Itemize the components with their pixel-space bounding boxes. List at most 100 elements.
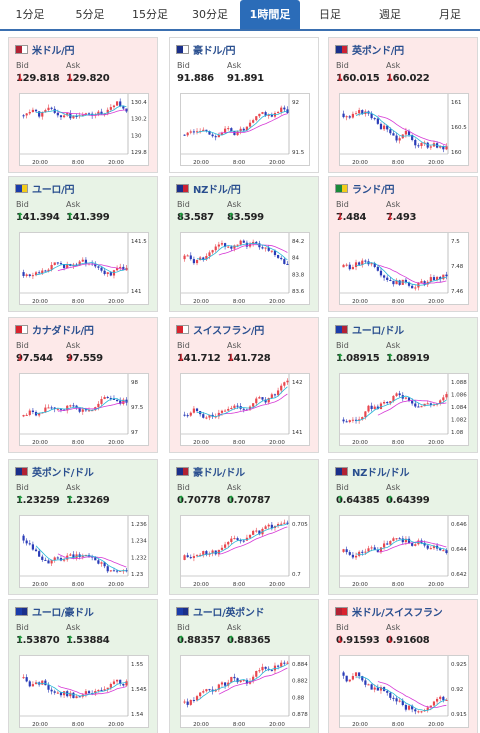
mini-chart[interactable]: 98 97.5 97 20:00 8:00 20:00: [19, 373, 149, 446]
pair-card[interactable]: ユーロ/英ポンド Bid Ask ↑ 0.88357 ↑ 0.88365 0.884…: [169, 599, 319, 733]
tab-6[interactable]: 週足: [379, 8, 401, 21]
mini-chart[interactable]: 92 91.5 20:00 8:00 20:00: [180, 93, 310, 166]
x-tick-label: 8:00: [392, 440, 405, 446]
mini-chart[interactable]: 7.5 7.48 7.46 20:00 8:00 20:00: [339, 232, 469, 305]
mini-chart[interactable]: 0.705 0.7 20:00 8:00 20:00: [180, 515, 310, 588]
candle-body: [227, 246, 230, 248]
mini-chart[interactable]: 84.2 84 83.8 83.6 20:00 8:00 20:00: [180, 232, 310, 305]
x-tick-label: 8:00: [72, 440, 85, 446]
pair-name[interactable]: NZドル/ドル: [352, 467, 410, 479]
pair-name[interactable]: ユーロ/円: [32, 184, 75, 196]
candle-body: [31, 544, 35, 550]
flag-icon: [15, 324, 28, 334]
pair-card[interactable]: NZドル/円 Bid Ask ↑ 83.587 ↑ 83.599 84.2 84 83.…: [169, 176, 319, 312]
mini-chart[interactable]: 0.925 0.92 0.915 20:00 8:00 20:00: [339, 655, 469, 728]
pair-name[interactable]: 米ドル/スイスフラン: [352, 607, 443, 619]
tab-3[interactable]: 30分足: [192, 8, 228, 21]
tab-4[interactable]: 1時間足: [240, 0, 300, 29]
candle-body: [214, 136, 217, 138]
candle-body: [414, 139, 417, 146]
mini-chart[interactable]: 141.5 141 20:00 8:00 20:00: [19, 232, 149, 305]
mini-chart[interactable]: 0.884 0.882 0.88 0.878 20:00 8:00 20:00: [180, 655, 310, 728]
pair-card[interactable]: ユーロ/円 Bid Ask ↑ 141.394 ↑ 141.399 141.5 141…: [8, 176, 158, 312]
pair-name[interactable]: 米ドル/円: [32, 45, 75, 57]
mini-chart[interactable]: 130.4 130.2 130 129.8 20:00 8:00 20:00: [19, 93, 149, 166]
candle-body: [233, 405, 236, 408]
candle-body: [242, 408, 245, 410]
candle-body: [44, 407, 47, 413]
tab-1[interactable]: 5分足: [75, 8, 105, 21]
pair-header: 英ポンド/ドル: [15, 465, 94, 479]
candle-body: [106, 687, 109, 690]
mini-chart[interactable]: 142 141 20:00 8:00 20:00: [180, 373, 310, 446]
candle-body: [223, 128, 227, 133]
pair-name[interactable]: スイスフラン/円: [193, 325, 264, 337]
pair-card[interactable]: カナダドル/円 Bid Ask ↓ 97.544 ↓ 97.559 98 97.5 97…: [8, 317, 158, 453]
pair-name[interactable]: 豪ドル/ドル: [193, 467, 245, 479]
pair-card[interactable]: 豪ドル/円 Bid Ask 91.886 91.891 92 91.5 20:00 8…: [169, 37, 319, 173]
candle-body: [398, 538, 401, 540]
bid-label: Bid: [177, 61, 190, 70]
candle-body: [208, 130, 211, 135]
pair-card[interactable]: ランド/円 Bid Ask ↓ 7.484 ↓ 7.493 7.5 7.48 7.46 2…: [328, 176, 478, 312]
pair-card[interactable]: スイスフラン/円 Bid Ask ↓ 141.712 ↓ 141.728 142 14…: [169, 317, 319, 453]
candle-body: [195, 131, 199, 133]
pair-card[interactable]: NZドル/ドル Bid Ask ↑ 0.64385 ↑ 0.64399 0.646 0…: [328, 459, 478, 595]
pair-card[interactable]: ユーロ/豪ドル Bid Ask ↑ 1.53870 ↑ 1.53884 1.55 1.…: [8, 599, 158, 733]
candle-body: [373, 687, 376, 690]
candle-body: [106, 109, 109, 114]
candle-body: [62, 264, 66, 269]
pair-name[interactable]: 豪ドル/円: [193, 45, 236, 57]
tab-7[interactable]: 月足: [439, 8, 461, 21]
candle-body: [34, 109, 38, 112]
pair-card[interactable]: ユーロ/ドル Bid Ask ↑ 1.08915 ↑ 1.08919 1.088 1.…: [328, 317, 478, 453]
candle-body: [31, 410, 35, 412]
bid-label: Bid: [336, 623, 349, 632]
pair-card[interactable]: 米ドル/スイスフラン Bid Ask ↓ 0.91593 ↓ 0.91608 0.9…: [328, 599, 478, 733]
x-tick-label: 20:00: [352, 440, 368, 446]
candle-body: [261, 112, 264, 114]
pair-name[interactable]: カナダドル/円: [32, 325, 94, 337]
mini-chart[interactable]: 1.55 1.545 1.54 20:00 8:00 20:00: [19, 655, 149, 728]
mini-chart[interactable]: 1.088 1.086 1.084 1.082 1.08 20:00 8:00 20:00: [339, 373, 469, 446]
pair-card[interactable]: 豪ドル/ドル Bid Ask ↑ 0.70778 ↑ 0.70787 0.705 0.…: [169, 459, 319, 595]
ma-line: [196, 663, 288, 701]
pair-card[interactable]: 英ポンド/円 Bid Ask ↓ 160.015 ↓ 160.022 161 160.…: [328, 37, 478, 173]
pair-card[interactable]: 米ドル/円 Bid Ask ↓ 129.818 ↓ 129.820 130.4 130…: [8, 37, 158, 173]
candle-body: [370, 684, 373, 690]
y-tick-label: 97: [131, 430, 138, 436]
candle-body: [351, 676, 355, 680]
tab-2[interactable]: 15分足: [132, 8, 168, 21]
x-tick-label: 20:00: [32, 160, 48, 166]
candle-body: [276, 665, 280, 667]
pair-name[interactable]: 英ポンド/ドル: [32, 467, 94, 479]
candle-body: [66, 113, 69, 116]
bid-value: 0.70778: [177, 495, 221, 506]
pair-name[interactable]: ユーロ/豪ドル: [32, 607, 94, 619]
ma-line: [57, 401, 127, 412]
pair-name[interactable]: ユーロ/英ポンド: [193, 607, 265, 619]
candle-body: [47, 269, 50, 272]
tab-0[interactable]: 1分足: [15, 8, 45, 21]
pair-header: 米ドル/円: [15, 43, 75, 57]
candle-body: [236, 131, 239, 136]
mini-chart[interactable]: 1.236 1.234 1.232 1.23 20:00 8:00 20:00: [19, 515, 149, 588]
pair-name[interactable]: ユーロ/ドル: [352, 325, 404, 337]
candle-body: [429, 146, 432, 148]
flag-icon: [176, 606, 189, 616]
ask-value: 1.08919: [386, 353, 430, 364]
pair-name[interactable]: 英ポンド/円: [352, 45, 404, 57]
pair-name[interactable]: ランド/円: [352, 184, 395, 196]
ask-value-wrap: ↓ 0.91608: [386, 635, 430, 646]
candle-body: [283, 522, 286, 524]
mini-chart[interactable]: 161 160.5 160 20:00 8:00 20:00: [339, 93, 469, 166]
tab-5[interactable]: 日足: [319, 8, 341, 21]
x-tick-label: 8:00: [392, 299, 405, 305]
pair-card[interactable]: 英ポンド/ドル Bid Ask ↑ 1.23259 ↑ 1.23269 1.236 1…: [8, 459, 158, 595]
mini-chart[interactable]: 0.646 0.644 0.642 20:00 8:00 20:00: [339, 515, 469, 588]
x-tick-label: 20:00: [193, 160, 209, 166]
pair-name[interactable]: NZドル/円: [193, 184, 241, 196]
x-tick-label: 20:00: [193, 440, 209, 446]
candle-body: [28, 112, 31, 114]
candle-body: [119, 570, 122, 572]
